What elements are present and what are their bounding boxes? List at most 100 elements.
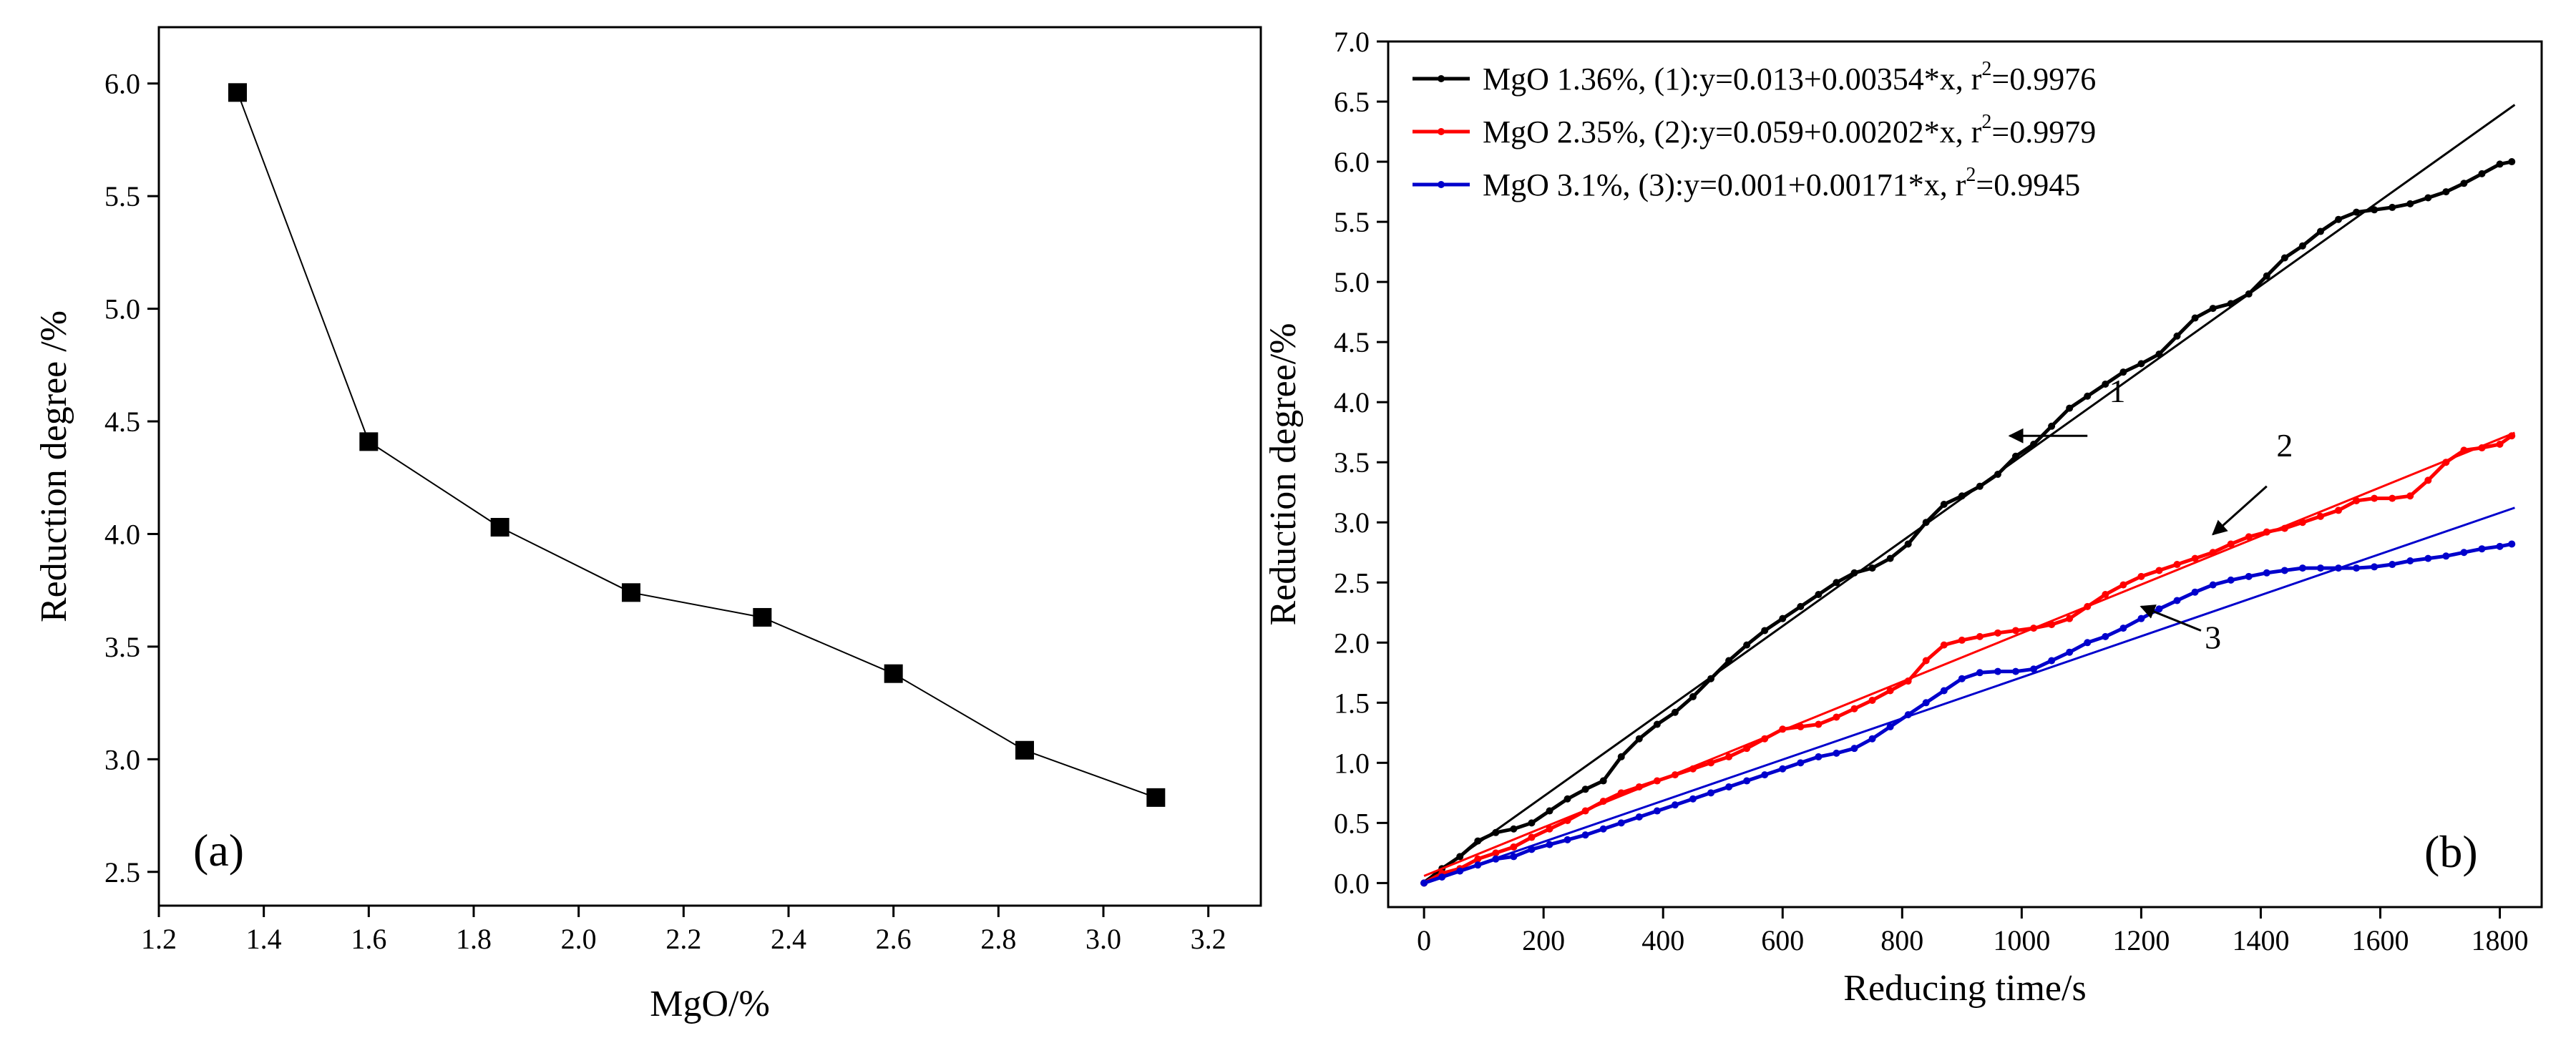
- data-point: [2280, 524, 2288, 532]
- data-point: [622, 583, 640, 602]
- legend-marker-1: [1438, 75, 1445, 82]
- data-point: [1635, 813, 1643, 821]
- data-point: [2137, 615, 2145, 622]
- data-point: [1146, 788, 1166, 807]
- data-point: [1492, 849, 1500, 857]
- data-point: [1904, 677, 1912, 685]
- data-point: [1779, 725, 1787, 733]
- data-point: [2478, 170, 2486, 177]
- legend-entry-1: MgO 1.36%, (1):y=0.013+0.00354*x, r2=0.9…: [1483, 58, 2096, 97]
- data-point: [1761, 627, 1769, 635]
- data-point: [2209, 305, 2217, 313]
- x-tick-label: 2.6: [876, 923, 912, 955]
- data-point: [1850, 569, 1858, 577]
- data-point: [2280, 254, 2288, 262]
- data-point: [1833, 713, 1840, 721]
- data-point: [1671, 801, 1679, 809]
- panel-b: 0 200 400 600 800 1000 1200 1400 1600 1800 0.0 0.5 1…: [1263, 26, 2543, 1009]
- data-point: [2173, 597, 2181, 604]
- y-tick-label: 3.5: [104, 631, 140, 663]
- data-point: [2102, 380, 2109, 388]
- data-point: [2478, 444, 2486, 452]
- data-point: [2442, 188, 2450, 196]
- data-point: [1725, 783, 1733, 790]
- panel-a: 1.2 1.4 1.6 1.8 2.0 2.2 2.4 2.6 2.8 3.0 3.2 2.5 3.0 3…: [34, 26, 1262, 1024]
- data-point: [1904, 540, 1912, 548]
- data-point: [2011, 627, 2019, 635]
- data-point: [2353, 564, 2361, 572]
- x-tick-label: 2.0: [561, 923, 597, 955]
- data-point: [1671, 771, 1679, 779]
- y-tick-label: 6.5: [1334, 86, 1370, 118]
- data-point: [2245, 533, 2253, 541]
- y-tick-label: 2.5: [1334, 567, 1370, 599]
- data-point: [2460, 180, 2468, 187]
- legend-entry-2: MgO 2.35%, (2):y=0.059+0.00202*x, r2=0.9…: [1483, 111, 2096, 150]
- data-point: [2406, 557, 2414, 564]
- x-tick-label: 1.4: [246, 923, 282, 955]
- x-tick-label: 800: [1880, 924, 1923, 956]
- data-point: [1563, 836, 1571, 843]
- x-tick-label: 2.4: [771, 923, 806, 955]
- x-tick-label: 1000: [1993, 924, 2050, 956]
- data-point: [2084, 639, 2092, 647]
- x-tick-label: 600: [1761, 924, 1804, 956]
- data-point: [2011, 667, 2019, 675]
- y-tick-label: 5.5: [104, 180, 140, 212]
- data-point: [2442, 552, 2450, 560]
- data-point: [2389, 561, 2396, 569]
- data-point: [1833, 749, 1840, 757]
- y-tick-label: 3.0: [1334, 506, 1370, 539]
- data-point: [1474, 855, 1482, 863]
- fit-line-3: [1423, 506, 2515, 884]
- data-point: [1922, 657, 1930, 665]
- data-point: [1563, 795, 1571, 803]
- panel-a-plot-frame: [157, 26, 1262, 907]
- data-point: [1958, 675, 1966, 682]
- data-point: [1653, 720, 1661, 728]
- y-tick-label: 3.0: [104, 743, 140, 775]
- panel-b-annotations: 1 2 3: [2008, 373, 2293, 656]
- data-point: [1850, 705, 1858, 713]
- panel-a-series: [228, 83, 1166, 807]
- data-point: [1994, 629, 2001, 637]
- data-point: [2191, 588, 2199, 596]
- data-point: [1689, 692, 1697, 700]
- x-tick-label: 1.8: [456, 923, 492, 955]
- data-point: [2353, 496, 2361, 504]
- data-point: [1994, 471, 2001, 478]
- panel-b-label: (b): [2424, 826, 2478, 877]
- data-point: [2389, 203, 2396, 211]
- y-tick-label: 1.5: [1334, 687, 1370, 719]
- x-tick-label: 1.2: [141, 923, 177, 955]
- x-tick-label: 3.2: [1191, 923, 1226, 955]
- data-point: [1922, 699, 1930, 707]
- x-tick-label: 1600: [2351, 924, 2409, 956]
- data-point: [1761, 771, 1769, 779]
- data-point: [2298, 242, 2306, 250]
- data-point: [2155, 350, 2163, 358]
- data-point: [1474, 837, 1482, 845]
- data-point: [2227, 300, 2235, 308]
- panel-a-x-axis-title: MgO/%: [650, 984, 770, 1024]
- data-point: [1940, 501, 1948, 509]
- x-tick-label: 1.6: [351, 923, 386, 955]
- data-point: [2353, 208, 2361, 216]
- data-point: [884, 664, 903, 683]
- annotation-arrow-3: [2140, 604, 2202, 632]
- data-point: [1868, 696, 1876, 704]
- annotation-arrow-2: [2212, 485, 2268, 536]
- data-point: [1653, 777, 1661, 785]
- data-point: [2209, 581, 2217, 589]
- legend-marker-3: [1438, 181, 1445, 188]
- data-point: [1617, 753, 1625, 760]
- data-point: [1725, 753, 1733, 760]
- panel-b-ticks: 0 200 400 600 800 1000 1200 1400 1600 1800 0.0 0.5 1…: [1334, 26, 2529, 956]
- data-point: [1617, 819, 1625, 827]
- data-point: [2173, 332, 2181, 340]
- data-point: [1635, 783, 1643, 790]
- data-point: [1474, 861, 1482, 869]
- data-point: [1779, 615, 1787, 622]
- data-point: [1940, 641, 1948, 649]
- data-point: [753, 607, 772, 627]
